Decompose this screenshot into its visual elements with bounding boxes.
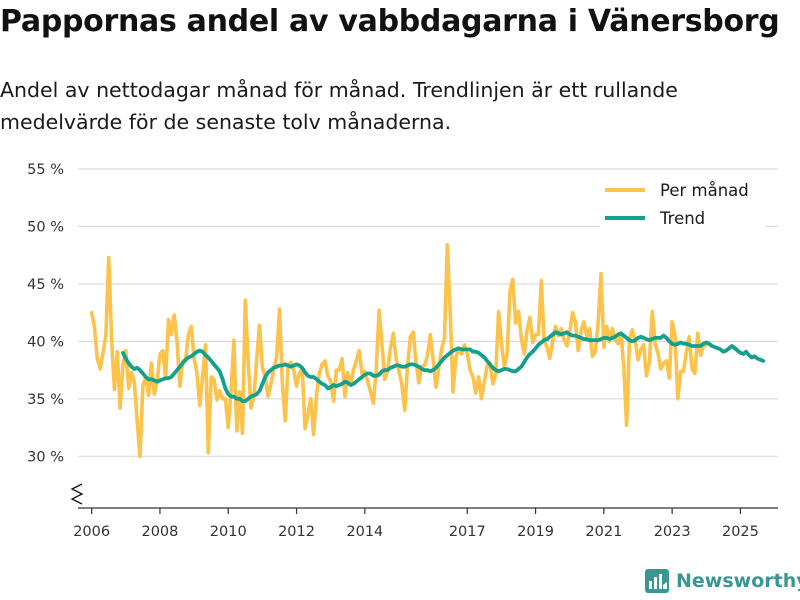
legend-label: Per månad (660, 181, 749, 200)
newsworthy-icon (645, 569, 669, 593)
x-tick-label: 2017 (449, 524, 486, 540)
y-tick-label: 55 % (27, 162, 64, 178)
y-tick-label: 40 % (27, 334, 64, 350)
x-tick-label: 2008 (141, 524, 178, 540)
newsworthy-logo: Newsworthy (645, 569, 800, 593)
legend: Per månad Trend (600, 178, 765, 230)
x-tick-label: 2012 (278, 524, 315, 540)
chart-title: Pappornas andel av vabbdagarna i Vänersb… (0, 4, 780, 39)
series-line-trend (121, 330, 766, 404)
x-tick-label: 2010 (210, 524, 247, 540)
plot-area (89, 243, 766, 459)
x-tick-label: 2006 (73, 524, 110, 540)
y-tick-label: 35 % (27, 392, 64, 408)
x-axis: 2006 2008 2010 2012 2014 2017 2019 2021 2023 2025 (73, 507, 778, 540)
y-tick-label: 45 % (27, 277, 64, 293)
legend-background (600, 178, 765, 230)
x-tick-label: 2014 (346, 524, 383, 540)
x-tick-label: 2021 (585, 524, 622, 540)
x-tick-label: 2019 (517, 524, 554, 540)
legend-label: Trend (659, 209, 705, 228)
brand-name: Newsworthy (676, 570, 800, 592)
chart-subtitle: Andel av nettodagar månad för månad. Tre… (0, 78, 678, 134)
x-tick-label: 2025 (722, 524, 759, 540)
y-tick-label: 50 % (27, 219, 64, 235)
y-axis: 30 % 35 % 40 % 45 % 50 % 55 % (27, 162, 84, 505)
y-tick-label: 30 % (27, 449, 64, 465)
series-line-per-manad (89, 243, 709, 459)
x-tick-label: 2023 (654, 524, 691, 540)
axis-break-icon (70, 483, 84, 505)
